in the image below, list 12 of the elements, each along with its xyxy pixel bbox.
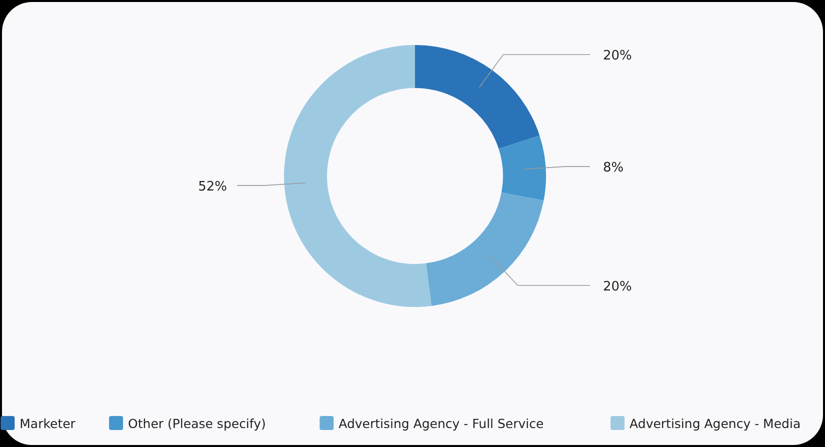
donut-slice	[284, 45, 432, 307]
data-label: 20%	[603, 48, 632, 64]
legend-label: Advertising Agency - Media	[630, 416, 801, 431]
data-label: 20%	[603, 279, 632, 294]
donut-slice	[498, 136, 546, 201]
data-label: 8%	[603, 160, 624, 176]
legend-label: Marketer	[20, 416, 76, 431]
donut-slice	[426, 192, 544, 306]
legend-label: Advertising Agency - Full Service	[338, 416, 544, 431]
legend-label: Other (Please specify)	[128, 416, 266, 431]
donut-slice	[415, 45, 540, 149]
data-label: 52%	[198, 179, 227, 194]
